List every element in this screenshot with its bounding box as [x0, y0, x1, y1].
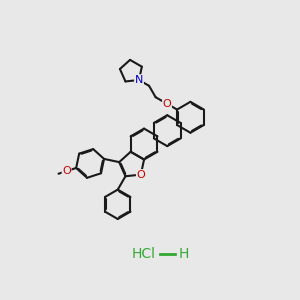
- Text: O: O: [136, 169, 145, 180]
- Text: O: O: [163, 99, 171, 109]
- Text: N: N: [135, 75, 143, 85]
- Text: O: O: [62, 166, 71, 176]
- Text: H: H: [179, 247, 189, 261]
- Text: HCl: HCl: [132, 247, 156, 261]
- Text: N: N: [135, 75, 143, 85]
